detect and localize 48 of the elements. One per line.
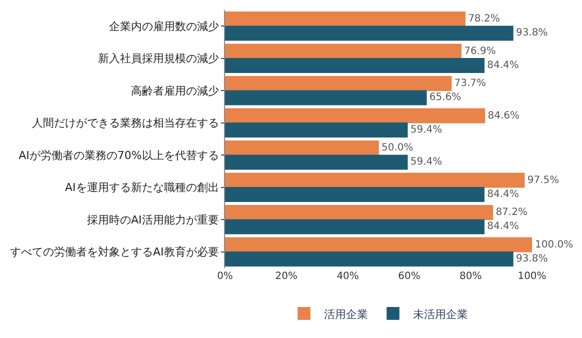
y-tick-label: 高齢者雇用の減少 <box>130 84 219 98</box>
bar <box>225 140 379 156</box>
data-label: 59.4% <box>410 156 442 168</box>
bar <box>225 26 514 41</box>
legend-label: 未活用企業 <box>413 308 468 321</box>
bar <box>225 90 427 106</box>
data-label: 87.2% <box>496 207 528 218</box>
bar <box>225 251 514 266</box>
y-tick-label: 新入社員採用規模の減少 <box>98 52 219 66</box>
bar <box>225 122 408 138</box>
data-label: 50.0% <box>382 142 414 154</box>
y-tick-label: AIが労働者の業務の70%以上を代替する <box>18 148 219 162</box>
data-label: 100.0% <box>535 239 574 250</box>
data-label: 84.4% <box>487 60 519 71</box>
bar <box>225 44 462 59</box>
data-label: 84.6% <box>488 110 520 122</box>
y-tick-label: すべての労働者を対象とするAI教育が必要 <box>10 246 219 259</box>
data-label: 93.8% <box>516 253 548 264</box>
x-tick-label: 60% <box>398 271 420 282</box>
data-label: 59.4% <box>410 124 442 136</box>
data-label: 73.7% <box>454 78 486 90</box>
data-label: 84.4% <box>487 221 519 232</box>
data-label: 78.2% <box>468 14 500 25</box>
x-tick-label: 100% <box>518 271 546 282</box>
x-tick-label: 20% <box>275 271 298 282</box>
bar <box>225 108 486 124</box>
bar <box>225 76 452 92</box>
bar <box>225 154 408 170</box>
bar <box>225 205 494 220</box>
y-tick-label: 人間だけができる業務は相当存在する <box>32 116 219 130</box>
legend-label: 活用企業 <box>324 308 368 321</box>
bar <box>225 219 485 234</box>
y-tick-label: 採用時のAI活用能力が重要 <box>87 213 219 226</box>
data-label: 93.8% <box>516 28 548 39</box>
bar <box>225 172 525 188</box>
x-tick-label: 0% <box>217 271 233 282</box>
x-tick-label: 40% <box>336 271 359 282</box>
bar <box>225 58 485 73</box>
y-tick-label: 企業内の雇用数の減少 <box>108 20 219 33</box>
bar <box>225 237 532 252</box>
bar <box>225 186 485 202</box>
x-tick-label: 80% <box>459 271 482 282</box>
data-label: 84.4% <box>487 188 519 200</box>
y-tick-label: AIを運用する新たな職種の創出 <box>65 181 219 194</box>
bar <box>225 12 466 27</box>
data-label: 76.9% <box>464 46 496 57</box>
data-label: 65.6% <box>429 92 462 104</box>
data-label: 97.5% <box>527 174 560 186</box>
